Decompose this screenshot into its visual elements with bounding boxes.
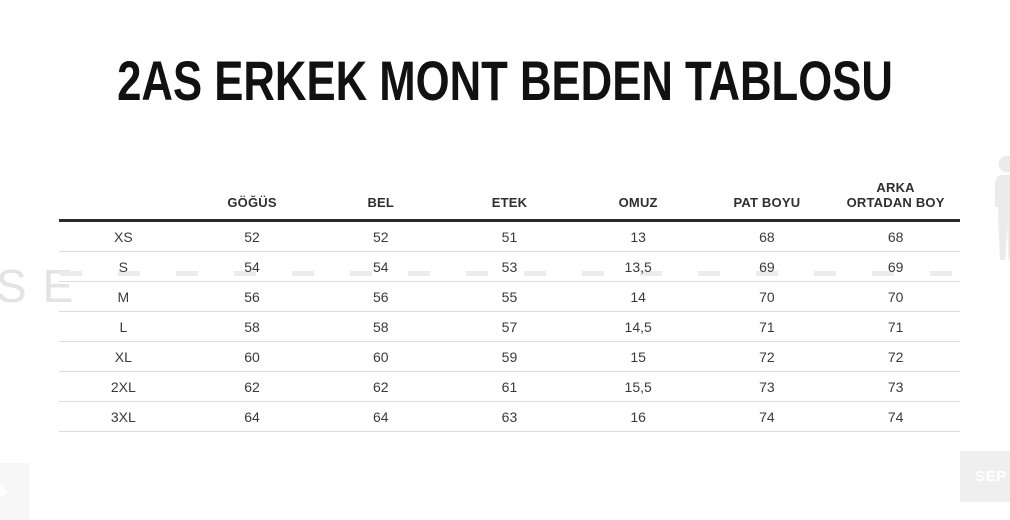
- column-header: ETEK: [445, 162, 574, 222]
- value-cell: 64: [187, 401, 317, 432]
- value-cell: 57: [445, 311, 574, 342]
- value-cell: 61: [445, 371, 574, 402]
- size-cell: M: [59, 281, 188, 312]
- value-cell: 73: [831, 371, 960, 402]
- value-cell: 68: [831, 220, 960, 252]
- value-cell: 58: [187, 311, 317, 342]
- value-cell: 68: [702, 220, 832, 252]
- value-cell: 54: [187, 251, 317, 282]
- column-header: ARKA ORTADAN BOY: [831, 162, 960, 222]
- table-row: S 54 54 53 13,5 69 69: [59, 251, 960, 282]
- table-row: 2XL 62 62 61 15,5 73 73: [59, 371, 960, 402]
- size-cell: L: [59, 311, 188, 342]
- value-cell: 62: [316, 371, 446, 402]
- value-cell: 72: [831, 341, 960, 372]
- value-cell: 58: [316, 311, 446, 342]
- value-cell: 55: [445, 281, 574, 312]
- value-cell: 16: [573, 401, 703, 432]
- value-cell: 74: [702, 401, 832, 432]
- column-header: OMUZ: [573, 162, 703, 222]
- value-cell: 62: [187, 371, 317, 402]
- table-row: XS 52 52 51 13 68 68: [59, 220, 960, 252]
- value-cell: 63: [445, 401, 574, 432]
- table-row: 3XL 64 64 63 16 74 74: [59, 401, 960, 432]
- size-cell: 3XL: [59, 401, 188, 432]
- size-cell: 2XL: [59, 371, 188, 402]
- value-cell: 53: [445, 251, 574, 282]
- value-cell: 52: [316, 220, 446, 252]
- person-silhouette-icon: [995, 155, 1010, 260]
- value-cell: 69: [831, 251, 960, 282]
- column-header: GÖĞÜS: [187, 162, 317, 222]
- value-cell: 59: [445, 341, 574, 372]
- value-cell: 13,5: [573, 251, 703, 282]
- size-column-header: [59, 162, 188, 222]
- table-row: XL 60 60 59 15 72 72: [59, 341, 960, 372]
- table-row: M 56 56 55 14 70 70: [59, 281, 960, 312]
- value-cell: 15,5: [573, 371, 703, 402]
- value-cell: 71: [702, 311, 832, 342]
- value-cell: 13: [573, 220, 703, 252]
- chevron-icon: [0, 484, 8, 499]
- value-cell: 52: [187, 220, 317, 252]
- size-cell: S: [59, 251, 188, 282]
- value-cell: 72: [702, 341, 832, 372]
- sepette-badge: SEP: [960, 451, 1010, 502]
- column-header: PAT BOYU: [702, 162, 832, 222]
- value-cell: 71: [831, 311, 960, 342]
- table-header: GÖĞÜS BEL ETEK OMUZ PAT BOYU ARKA ORTADAN BOY: [59, 162, 960, 222]
- value-cell: 56: [316, 281, 446, 312]
- value-cell: 15: [573, 341, 703, 372]
- value-cell: 73: [702, 371, 832, 402]
- value-cell: 70: [702, 281, 832, 312]
- table-body: XS 52 52 51 13 68 68 S 54 54 53 13,5 69 69 M 56 56 55 14 70…: [59, 220, 960, 432]
- value-cell: 69: [702, 251, 832, 282]
- left-badge-fragment: [0, 463, 29, 520]
- column-header: BEL: [316, 162, 446, 222]
- table-row: L 58 58 57 14,5 71 71: [59, 311, 960, 342]
- value-cell: 54: [316, 251, 446, 282]
- value-cell: 64: [316, 401, 446, 432]
- value-cell: 60: [316, 341, 446, 372]
- size-table: GÖĞÜS BEL ETEK OMUZ PAT BOYU ARKA ORTADAN BOY…: [59, 162, 960, 432]
- value-cell: 70: [831, 281, 960, 312]
- page-title: 2AS ERKEK MONT BEDEN TABLOSU: [117, 49, 893, 112]
- size-cell: XL: [59, 341, 188, 372]
- value-cell: 74: [831, 401, 960, 432]
- value-cell: 51: [445, 220, 574, 252]
- value-cell: 14,5: [573, 311, 703, 342]
- value-cell: 56: [187, 281, 317, 312]
- sepette-badge-label: SEP: [975, 468, 1007, 485]
- header-row: GÖĞÜS BEL ETEK OMUZ PAT BOYU ARKA ORTADAN BOY: [59, 162, 960, 222]
- value-cell: 60: [187, 341, 317, 372]
- size-cell: XS: [59, 220, 188, 252]
- value-cell: 14: [573, 281, 703, 312]
